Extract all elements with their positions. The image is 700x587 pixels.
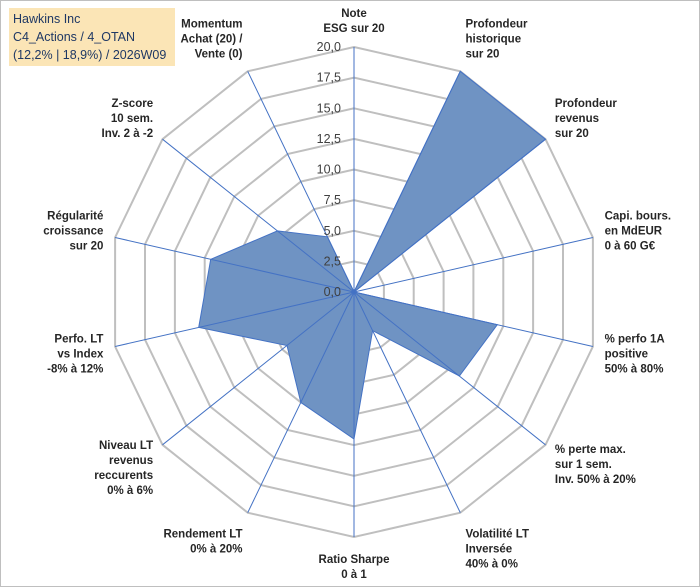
tick-label: 17,5 xyxy=(317,71,341,85)
radar-axes xyxy=(114,47,594,537)
category-label-line: 50% à 80% xyxy=(605,364,664,376)
tick-label: 10,0 xyxy=(317,163,341,177)
axis-spoke xyxy=(353,237,594,293)
category-label: Niveau LT revenus reccurents 0% à 6% xyxy=(94,440,153,497)
category-label-line: vs Index xyxy=(57,349,104,361)
tick-label: 20,0 xyxy=(317,40,341,54)
category-label-line: Inv. 2 à -2 xyxy=(102,128,154,140)
axis-spoke xyxy=(162,291,355,446)
axis-spoke xyxy=(247,71,355,293)
axis-spoke xyxy=(247,291,355,513)
category-label-line: en MdEUR xyxy=(605,225,663,237)
category-label-line: positive xyxy=(605,349,648,361)
category-label: Volatilité LT Inversée 40% à 0% xyxy=(466,529,529,571)
radar-tick-labels: 0,0 2,5 5,0 7,5 10,0 12,5 15,0 17,5 20,0 xyxy=(317,40,341,299)
axis-spoke xyxy=(114,237,355,293)
category-label-line: Ratio Sharpe xyxy=(319,554,390,566)
category-label-line: Volatilité LT xyxy=(466,529,529,541)
category-label: Z-score 10 sem. Inv. 2 à -2 xyxy=(102,98,154,140)
category-label: Capi. bours. en MdEUR 0 à 60 G€ xyxy=(605,210,671,252)
tick-label: 5,0 xyxy=(324,224,341,238)
category-label: Perfo. LT vs Index -8% à 12% xyxy=(47,334,104,376)
category-label-line: Profondeur xyxy=(555,98,617,110)
category-label-line: % perfo 1A xyxy=(605,334,665,346)
category-label-line: Note xyxy=(341,8,367,20)
category-label: Rendement LT 0% à 20% xyxy=(163,529,242,556)
category-label-line: Niveau LT xyxy=(99,440,153,452)
tick-label: 7,5 xyxy=(324,193,341,207)
category-label-line: sur 20 xyxy=(70,240,104,252)
chart-title-box: Hawkins Inc C4_Actions / 4_OTAN (12,2% |… xyxy=(9,8,175,66)
radar-category-labels: Note ESG sur 20 Profondeur historique sur 20… xyxy=(43,8,671,581)
category-label: % perte max. sur 1 sem. Inv. 50% à 20% xyxy=(555,444,636,486)
axis-spoke xyxy=(353,291,546,446)
axis-spoke xyxy=(162,138,355,293)
category-label: Profondeur revenus sur 20 xyxy=(555,98,617,140)
category-label-line: 0% à 6% xyxy=(107,485,153,497)
category-label: Momentum Achat (20) / Vente (0) xyxy=(181,19,244,61)
category-label: Note ESG sur 20 xyxy=(323,8,384,35)
category-label-line: Momentum xyxy=(181,19,242,31)
title-metrics: (12,2% | 18,9%) / 2026W09 xyxy=(13,48,167,62)
category-label: Profondeur historique sur 20 xyxy=(466,19,528,61)
category-label-line: Perfo. LT xyxy=(54,334,103,346)
category-label-line: Rendement LT xyxy=(163,529,242,541)
category-label-line: historique xyxy=(466,34,522,46)
category-label-line: revenus xyxy=(109,455,153,467)
category-label-line: 10 sem. xyxy=(111,113,153,125)
category-label-line: Profondeur xyxy=(466,19,528,31)
title-company: Hawkins Inc xyxy=(13,12,81,26)
category-label-line: croissance xyxy=(43,225,103,237)
category-label-line: 40% à 0% xyxy=(466,559,518,571)
axis-spoke xyxy=(353,291,461,513)
category-label-line: Régularité xyxy=(47,210,103,222)
axis-spoke xyxy=(353,138,546,293)
category-label-line: sur 20 xyxy=(555,128,589,140)
category-label-line: sur 20 xyxy=(466,49,500,61)
tick-label: 12,5 xyxy=(317,132,341,146)
category-label-line: Z-score xyxy=(112,98,154,110)
category-label-line: reccurents xyxy=(94,470,153,482)
category-label-line: 0 à 60 G€ xyxy=(605,240,656,252)
category-label-line: -8% à 12% xyxy=(47,364,103,376)
category-label-line: ESG sur 20 xyxy=(323,23,384,35)
axis-spoke xyxy=(353,291,594,347)
category-label-line: 0% à 20% xyxy=(190,544,242,556)
category-label-line: Inversée xyxy=(466,544,513,556)
axis-spoke xyxy=(114,291,355,347)
category-label-line: Capi. bours. xyxy=(605,210,671,222)
category-label-line: revenus xyxy=(555,113,599,125)
axis-spoke xyxy=(353,71,461,293)
tick-label: 0,0 xyxy=(324,285,341,299)
title-category: C4_Actions / 4_OTAN xyxy=(13,30,136,44)
tick-label: 15,0 xyxy=(317,101,341,115)
category-label-line: Vente (0) xyxy=(195,49,243,61)
category-label: Ratio Sharpe 0 à 1 xyxy=(319,554,390,581)
tick-label: 2,5 xyxy=(324,254,341,268)
category-label-line: 0 à 1 xyxy=(341,569,367,581)
category-label-line: Achat (20) / xyxy=(181,34,244,46)
category-label-line: sur 1 sem. xyxy=(555,459,612,471)
category-label: Régularité croissance sur 20 xyxy=(43,210,103,252)
category-label: % perfo 1A positive 50% à 80% xyxy=(605,334,665,376)
category-label-line: Inv. 50% à 20% xyxy=(555,474,636,486)
category-label-line: % perte max. xyxy=(555,444,626,456)
